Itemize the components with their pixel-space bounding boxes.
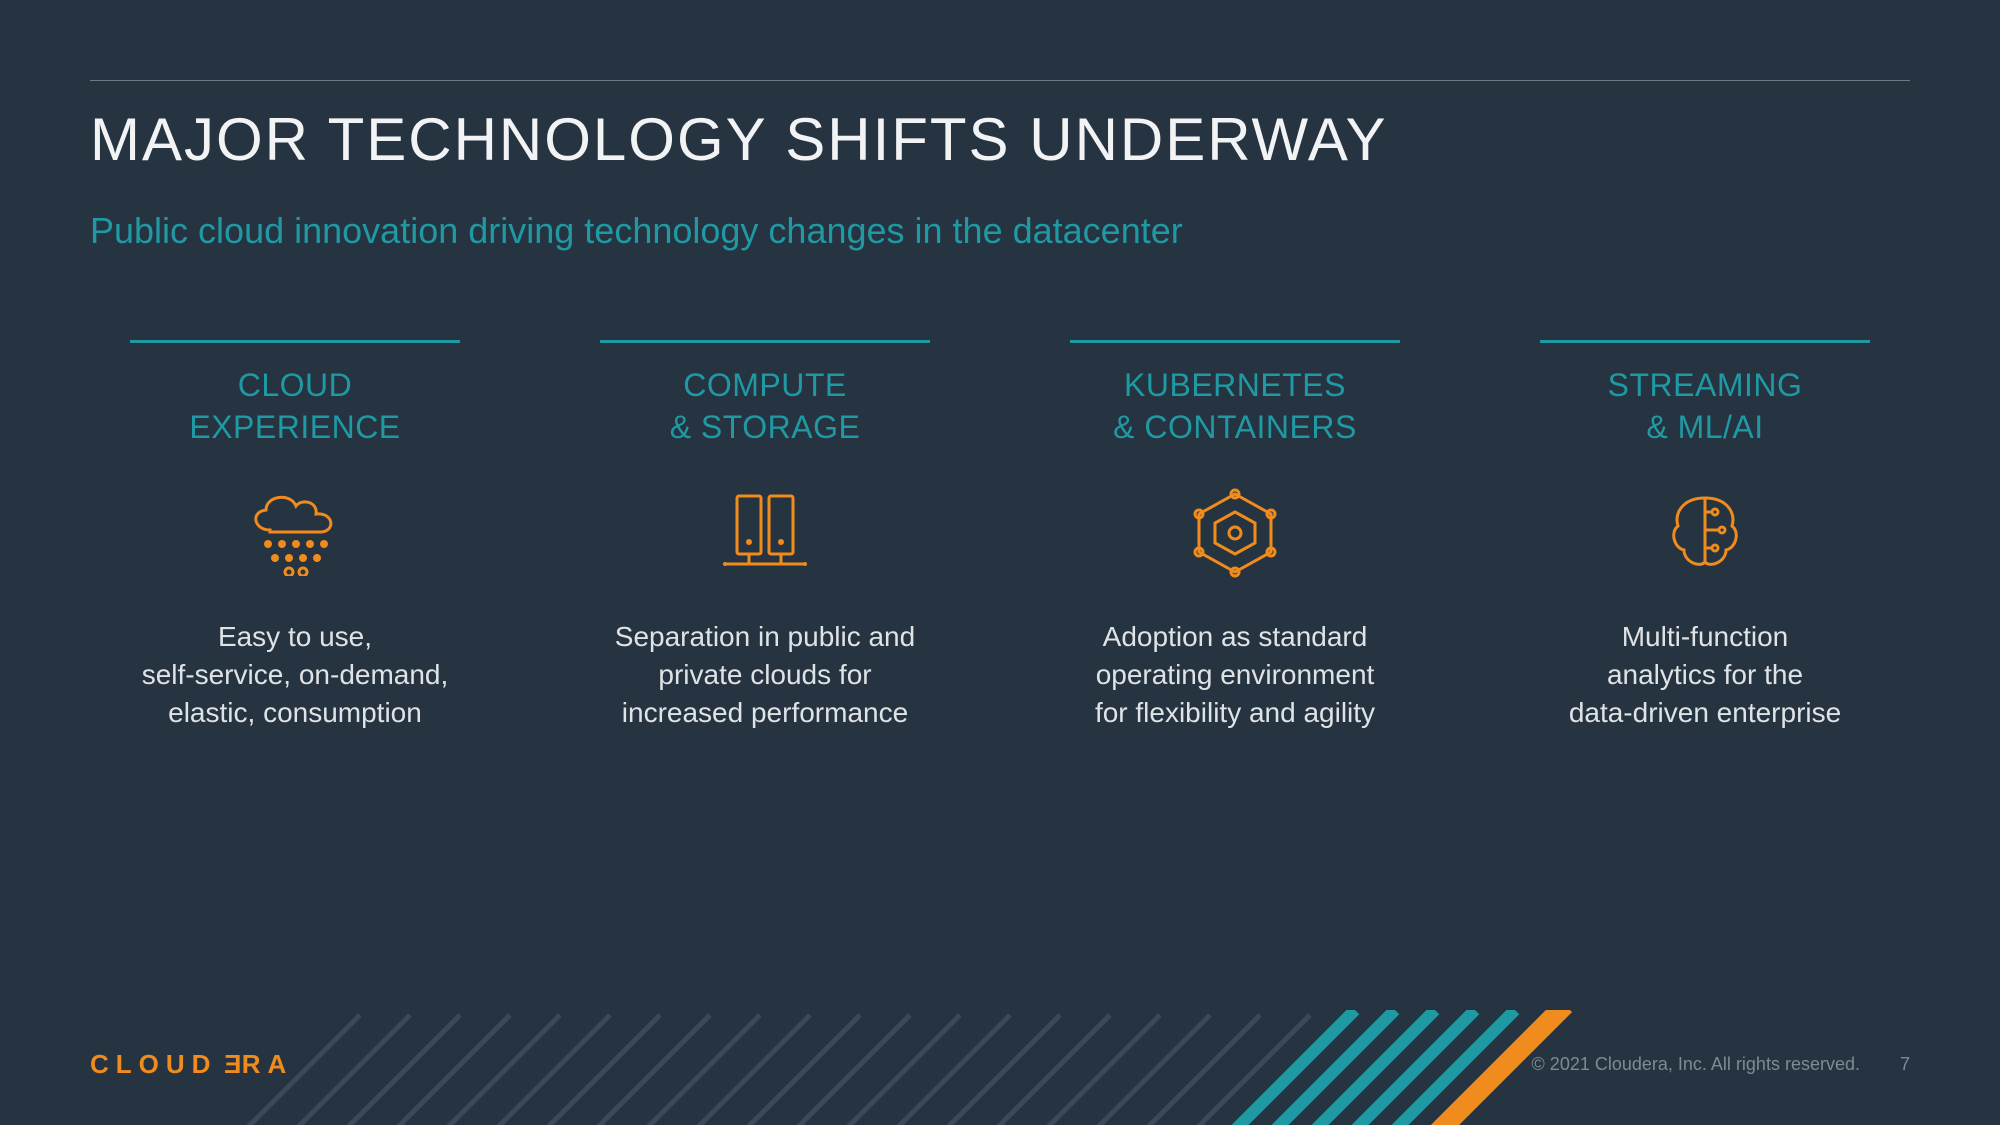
footer-right: © 2021 Cloudera, Inc. All rights reserve… (1532, 1054, 1910, 1075)
column-heading: KUBERNETES & CONTAINERS (1113, 365, 1357, 448)
column-cloud-experience: CLOUD EXPERIENCE Easy to use, self-servi… (90, 340, 500, 732)
column-rule (600, 340, 930, 343)
hex-net-icon (1187, 488, 1283, 578)
column-rule (1070, 340, 1400, 343)
column-rule (1540, 340, 1870, 343)
column-kubernetes-containers: KUBERNETES & CONTAINERS Adoption as stan… (1030, 340, 1440, 732)
column-rule (130, 340, 460, 343)
brain-circuit-icon (1660, 488, 1750, 578)
column-heading: STREAMING & ML/AI (1608, 365, 1803, 448)
top-divider (90, 80, 1910, 81)
column-heading: CLOUD EXPERIENCE (189, 365, 400, 448)
column-streaming-ml-ai: STREAMING & ML/AI Multi-function analyti… (1500, 340, 1910, 732)
page-subtitle: Public cloud innovation driving technolo… (90, 210, 1183, 252)
columns-container: CLOUD EXPERIENCE Easy to use, self-servi… (90, 340, 1910, 732)
copyright-text: © 2021 Cloudera, Inc. All rights reserve… (1532, 1054, 1860, 1075)
cloud-rain-icon (240, 488, 350, 578)
column-compute-storage: COMPUTE & STORAGE Separation in public a… (560, 340, 970, 732)
page-number: 7 (1900, 1054, 1910, 1075)
servers-icon (715, 488, 815, 578)
column-body: Multi-function analytics for the data-dr… (1569, 618, 1841, 731)
footer: CLOUDERA © 2021 Cloudera, Inc. All right… (90, 1049, 1910, 1080)
brand-logo: CLOUDERA (90, 1049, 293, 1080)
page-title: MAJOR TECHNOLOGY SHIFTS UNDERWAY (90, 105, 1388, 174)
column-body: Adoption as standard operating environme… (1095, 618, 1375, 731)
column-body: Separation in public and private clouds … (615, 618, 915, 731)
column-heading: COMPUTE & STORAGE (670, 365, 861, 448)
column-body: Easy to use, self-service, on-demand, el… (142, 618, 449, 731)
